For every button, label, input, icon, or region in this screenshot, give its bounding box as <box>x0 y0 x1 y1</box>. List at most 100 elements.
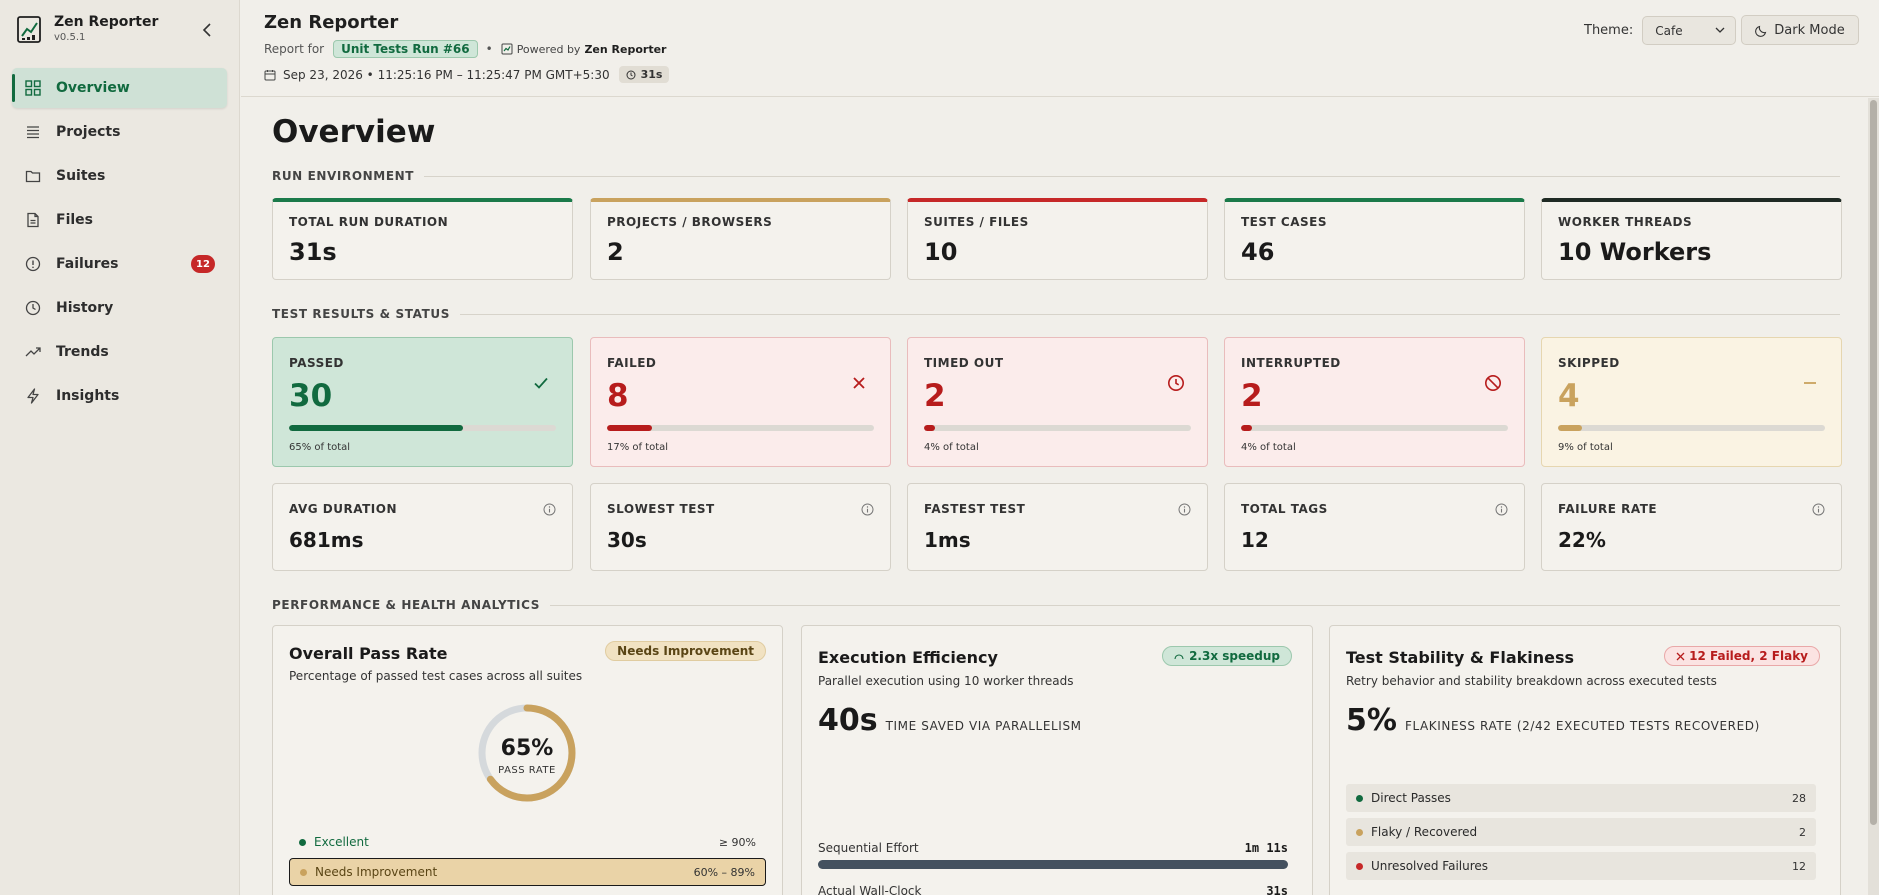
sidebar-item-label: Files <box>56 212 93 228</box>
dark-mode-button[interactable]: Dark Mode <box>1741 15 1859 45</box>
stability-count: 12 <box>1792 859 1806 873</box>
metric-card-label: FASTEST TEST <box>924 502 1026 516</box>
pass-rate-donut <box>478 704 576 802</box>
main-content: Overview RUN ENVIRONMENT TOTAL RUN DURAT… <box>241 98 1868 895</box>
status-progress-fill <box>607 425 653 431</box>
dark-mode-label: Dark Mode <box>1774 22 1845 38</box>
moon-icon <box>1755 25 1767 37</box>
status-card-passed[interactable]: PASSED 30 65% of total <box>272 337 573 467</box>
info-icon[interactable] <box>1178 503 1191 516</box>
chevron-down-icon <box>1715 27 1725 33</box>
metric-card-failure-rate: FAILURE RATE 22% <box>1541 483 1842 571</box>
powered-by-label: Powered by <box>516 42 581 56</box>
sidebar-item-files[interactable]: Files <box>12 200 227 240</box>
sidebar-item-trends[interactable]: Trends <box>12 332 227 372</box>
logo-icon <box>17 16 41 43</box>
status-card-label: SKIPPED <box>1558 356 1620 370</box>
wall-clock-row: Actual Wall-Clock 31s <box>818 884 1288 895</box>
status-card-count: 4 <box>1558 378 1580 414</box>
status-card-timed-out[interactable]: TIMED OUT 2 4% of total <box>907 337 1208 467</box>
sidebar-item-failures[interactable]: Failures 12 <box>12 244 227 284</box>
info-icon[interactable] <box>861 503 874 516</box>
sequential-effort-row: Sequential Effort 1m 11s <box>818 841 1288 855</box>
brand[interactable]: Zen Reporter v0.5.1 <box>16 14 158 44</box>
legend-label: Excellent <box>314 835 369 849</box>
status-progress-track <box>924 425 1191 431</box>
sidebar-item-projects[interactable]: Projects <box>12 112 227 152</box>
stability-row-flaky-recovered[interactable]: Flaky / Recovered 2 <box>1346 818 1816 846</box>
section-test-results: TEST RESULTS & STATUS <box>272 307 1840 321</box>
metric-card-label: FAILURE RATE <box>1558 502 1658 516</box>
sidebar-item-label: Overview <box>56 80 130 96</box>
info-icon[interactable] <box>543 503 556 516</box>
stability-subtitle: Retry behavior and stability breakdown a… <box>1346 674 1717 688</box>
legend-row-needs-improvement[interactable]: Needs Improvement 60% – 89% <box>289 858 766 886</box>
report-for-label: Report for <box>264 42 325 56</box>
status-progress-track <box>1558 425 1825 431</box>
failures-count-badge: 12 <box>191 255 215 273</box>
file-icon <box>24 211 42 229</box>
section-label: RUN ENVIRONMENT <box>272 169 415 183</box>
stability-label: Direct Passes <box>1371 791 1451 805</box>
sidebar-item-label: Suites <box>56 168 106 184</box>
flakiness-stat: 5% FLAKINESS RATE (2/42 EXECUTED TESTS R… <box>1346 703 1760 738</box>
bolt-icon <box>24 387 42 405</box>
grid-icon <box>24 79 42 97</box>
flakiness-value: 5% <box>1346 703 1397 738</box>
sidebar-item-label: Failures <box>56 256 119 272</box>
info-icon[interactable] <box>1812 503 1825 516</box>
env-card-suites-files: SUITES / FILES 10 <box>907 198 1208 280</box>
report-icon <box>501 43 513 55</box>
pass-rate-panel: Overall Pass Rate Needs Improvement Perc… <box>272 625 783 895</box>
theme-label: Theme: <box>1584 23 1634 38</box>
sidebar-item-label: Trends <box>56 344 109 360</box>
list-icon <box>24 123 42 141</box>
metric-card-label: TOTAL TAGS <box>1241 502 1328 516</box>
stability-row-unresolved-failures[interactable]: Unresolved Failures 12 <box>1346 852 1816 880</box>
time-saved-stat: 40s TIME SAVED VIA PARALLELISM <box>818 703 1082 738</box>
env-card-value: 2 <box>607 238 624 266</box>
info-icon[interactable] <box>1495 503 1508 516</box>
metric-card-slowest-test: SLOWEST TEST 30s <box>590 483 891 571</box>
status-progress-track <box>1241 425 1508 431</box>
metric-card-value: 12 <box>1241 528 1269 552</box>
metric-card-value: 1ms <box>924 528 971 552</box>
status-card-count: 2 <box>924 378 946 414</box>
status-progress-fill <box>1558 425 1583 431</box>
sidebar-item-insights[interactable]: Insights <box>12 376 227 416</box>
status-card-count: 30 <box>289 378 333 414</box>
duration-value: 31s <box>640 68 663 81</box>
stability-row-direct-passes[interactable]: Direct Passes 28 <box>1346 784 1816 812</box>
status-card-percent: 4% of total <box>924 442 979 453</box>
efficiency-panel: Execution Efficiency 2.3x speedup Parall… <box>801 625 1313 895</box>
date-range: Sep 23, 2026 • 11:25:16 PM – 11:25:47 PM… <box>283 67 610 82</box>
sidebar-item-history[interactable]: History <box>12 288 227 328</box>
status-card-count: 2 <box>1241 378 1263 414</box>
status-card-failed[interactable]: FAILED 8 17% of total <box>590 337 891 467</box>
collapse-sidebar-button[interactable] <box>198 20 218 40</box>
scrollbar-thumb[interactable] <box>1870 100 1877 825</box>
metric-card-avg-duration: AVG DURATION 681ms <box>272 483 573 571</box>
status-card-percent: 17% of total <box>607 442 669 453</box>
metric-card-value: 30s <box>607 528 647 552</box>
sidebar-item-suites[interactable]: Suites <box>12 156 227 196</box>
env-card-label: WORKER THREADS <box>1558 215 1693 229</box>
stability-dot <box>1356 862 1363 870</box>
speedup-label: 2.3x speedup <box>1189 649 1280 663</box>
section-run-environment: RUN ENVIRONMENT <box>272 169 1840 183</box>
theme-select[interactable]: Cafe <box>1642 16 1737 45</box>
status-card-skipped[interactable]: SKIPPED 4 9% of total <box>1541 337 1842 467</box>
wall-clock-label: Actual Wall-Clock <box>818 884 922 895</box>
sidebar-item-overview[interactable]: Overview <box>12 68 227 108</box>
status-card-percent: 9% of total <box>1558 442 1613 453</box>
run-date: Sep 23, 2026 • 11:25:16 PM – 11:25:47 PM… <box>264 66 670 83</box>
page-title: Overview <box>272 114 436 150</box>
app-version: v0.5.1 <box>54 32 86 43</box>
separator: • <box>485 42 493 56</box>
main-scrollbar[interactable] <box>1868 98 1879 895</box>
legend-row-excellent[interactable]: Excellent ≥ 90% <box>289 828 766 856</box>
env-card-test-cases: TEST CASES 46 <box>1224 198 1525 280</box>
stability-label: Unresolved Failures <box>1371 859 1489 873</box>
legend-range: 60% – 89% <box>693 865 755 879</box>
status-card-interrupted[interactable]: INTERRUPTED 2 4% of total <box>1224 337 1525 467</box>
